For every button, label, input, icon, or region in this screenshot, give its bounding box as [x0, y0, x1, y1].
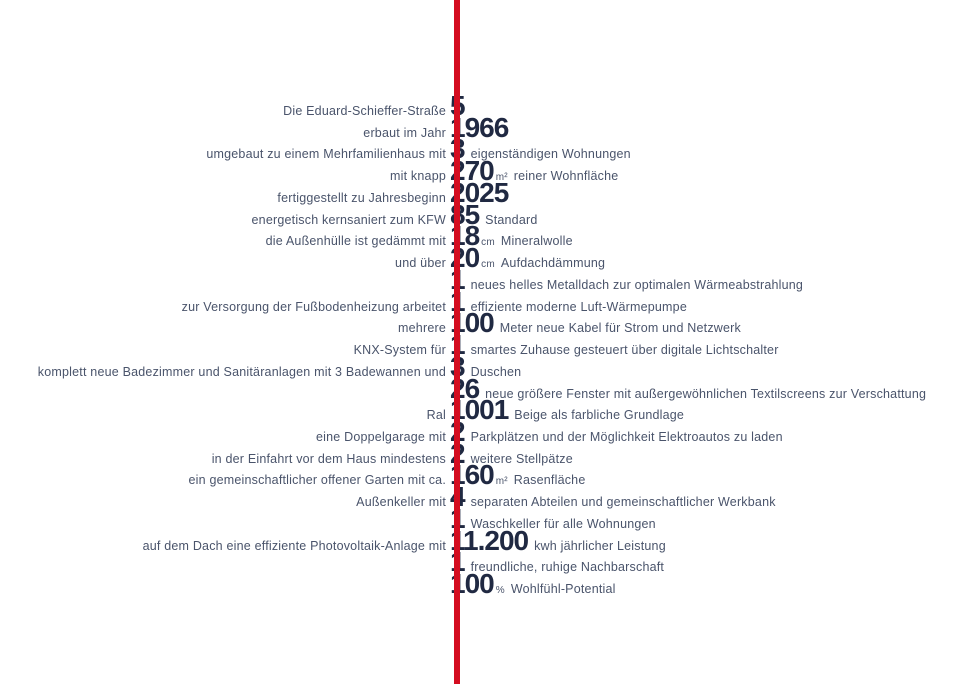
row-left-text: KNX-System für [353, 343, 446, 358]
row-right-text: Beige als farbliche Grundlage [514, 408, 685, 423]
timeline-row: eine Doppelgarage mit 2 Parkplätzen und … [0, 418, 960, 446]
timeline-row: mehrere 100 Meter neue Kabel für Strom u… [0, 309, 960, 337]
timeline-rows: Die Eduard-Schieffer-Straße 5 erbaut im … [0, 92, 960, 598]
row-unit: m² [495, 172, 508, 184]
timeline-row: in der Einfahrt vor dem Haus mindestens … [0, 439, 960, 467]
row-left-text: erbaut im Jahr [363, 125, 446, 140]
timeline-axis-line [454, 0, 460, 684]
row-left-text: eine Doppelgarage mit [316, 430, 446, 445]
row-right-text: weitere Stellpätze [470, 451, 573, 466]
row-right-text: Aufdachdämmung [500, 256, 606, 271]
row-left-text: Ral [426, 408, 446, 423]
row-left-text: fertiggestellt zu Jahresbeginn [277, 190, 446, 205]
row-right-text: separaten Abteilen und gemeinschaftliche… [470, 495, 776, 510]
row-unit: % [495, 585, 505, 597]
row-unit: cm [481, 237, 495, 249]
row-left-text: auf dem Dach eine effiziente Photovoltai… [142, 538, 446, 553]
timeline-row: auf dem Dach eine effiziente Photovoltai… [0, 524, 960, 556]
row-right-text: eigenständigen Wohnungen [470, 147, 631, 162]
row-left-text: mehrere [398, 321, 446, 336]
row-left-text: komplett neue Badezimmer und Sanitäranla… [37, 364, 446, 379]
timeline-row: Ral 1001 Beige als farbliche Grundlage [0, 396, 960, 424]
row-right-text: smartes Zuhause gesteuert über digitale … [470, 343, 779, 358]
row-left-text: in der Einfahrt vor dem Haus mindestens [211, 451, 446, 466]
row-right-text: kwh jährlicher Leistung [534, 538, 666, 553]
row-left-text: Außenkeller mit [356, 495, 446, 510]
row-right-text: Waschkeller für alle Wohnungen [470, 516, 656, 531]
timeline-row: 1 freundliche, ruhige Nachbarschaft [0, 548, 960, 576]
row-right-text: Meter neue Kabel für Strom und Netzwerk [499, 321, 741, 336]
row-left-text: umgebaut zu einem Mehrfamilienhaus mit [206, 147, 446, 162]
row-left-text: energetisch kernsaniert zum KFW [251, 212, 446, 227]
row-unit: cm [481, 259, 495, 271]
row-right-text: Rasenfläche [513, 473, 586, 488]
row-right-text: Mineralwolle [500, 234, 573, 249]
row-right-text: effiziente moderne Luft-Wärmepumpe [470, 299, 687, 314]
row-right-text: Standard [485, 212, 538, 227]
row-left-text: mit knapp [390, 169, 446, 184]
row-right-text: freundliche, ruhige Nachbarschaft [470, 560, 665, 575]
timeline-row: zur Versorgung der Fußbodenheizung arbei… [0, 287, 960, 315]
row-right-text: Duschen [470, 364, 522, 379]
timeline-row: 100 % Wohlfühl-Potential [0, 570, 960, 598]
row-right-text: Parkplätzen und der Möglichkeit Elektroa… [470, 430, 783, 445]
row-left-text: und über [395, 256, 446, 271]
timeline-row: 1 neues helles Metalldach zur optimalen … [0, 266, 960, 294]
row-right-text: reiner Wohnfläche [513, 169, 619, 184]
timeline-row: umgebaut zu einem Mehrfamilienhaus mit 3… [0, 135, 960, 163]
row-left-text: ein gemeinschaftlicher offener Garten mi… [188, 473, 446, 488]
row-number: 11.200 [450, 524, 529, 556]
row-right-text: Wohlfühl-Potential [510, 582, 616, 597]
row-right-text: neue größere Fenster mit außergewöhnlich… [485, 386, 927, 401]
row-left-text: Die Eduard-Schieffer-Straße [283, 104, 446, 118]
row-left-text: die Außenhülle ist gedämmt mit [265, 234, 446, 249]
row-unit: m² [495, 476, 508, 488]
row-right-text: neues helles Metalldach zur optimalen Wä… [470, 277, 804, 292]
row-left-text: zur Versorgung der Fußbodenheizung arbei… [181, 299, 446, 314]
